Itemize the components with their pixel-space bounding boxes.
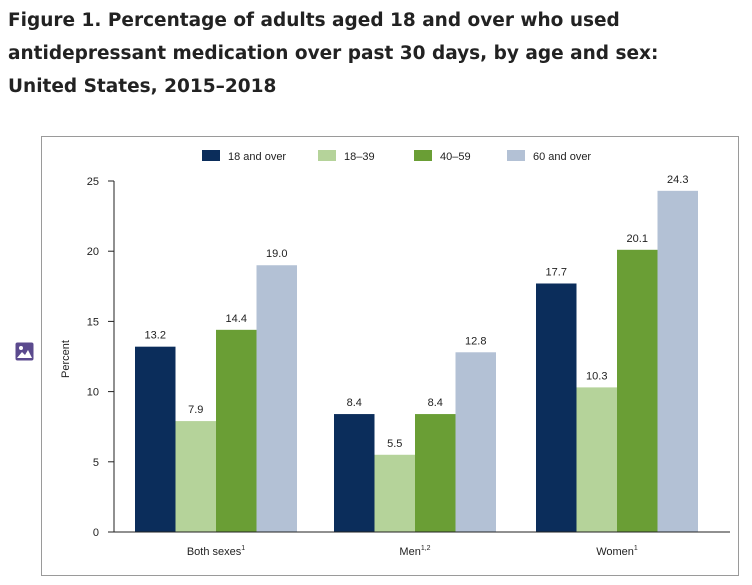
x-tick-label-both-sexes: Both sexes1 <box>187 545 245 558</box>
bar-value-label: 10.3 <box>586 370 607 382</box>
bar-both-sexes-18-39 <box>175 421 216 532</box>
bar-value-label: 12.8 <box>465 335 486 347</box>
y-tick-label: 25 <box>87 176 99 188</box>
legend-label-60-and-over: 60 and over <box>533 151 591 163</box>
figure-title: Figure 1. Percentage of adults aged 18 a… <box>8 4 743 103</box>
bar-value-label: 14.4 <box>226 313 247 325</box>
y-tick-label: 0 <box>93 527 99 539</box>
bars: 13.2 7.9 14.4 19.0 8.4 5.5 8.4 12.8 17.7 10.3 20.1… <box>135 174 698 532</box>
y-axis: 0 5 10 15 20 25 <box>87 176 115 539</box>
y-axis-label: Percent <box>60 340 72 378</box>
chart-legend: 18 and over 18–39 40–59 60 and over <box>202 150 591 163</box>
y-tick-label: 15 <box>87 316 99 328</box>
bar-value-label: 5.5 <box>387 438 402 450</box>
bar-value-label: 8.4 <box>428 397 443 409</box>
figure-title-line-1: Figure 1. Percentage of adults aged 18 a… <box>8 10 620 31</box>
figure-title-line-3: United States, 2015–2018 <box>8 76 277 97</box>
bar-value-label: 19.0 <box>266 248 287 260</box>
legend-label-18-and-over: 18 and over <box>228 151 286 163</box>
legend-swatch-18-and-over <box>202 150 220 161</box>
bar-value-label: 8.4 <box>347 397 362 409</box>
bar-value-label: 24.3 <box>667 174 688 186</box>
y-tick-label: 5 <box>93 457 99 469</box>
bar-both-sexes-18-and-over <box>135 346 176 532</box>
bar-both-sexes-60-and-over <box>256 265 297 532</box>
bar-both-sexes-40-59 <box>216 329 257 532</box>
bar-men-18-39 <box>374 454 415 532</box>
x-axis: Both sexes1 Men1,2 Women1 <box>114 531 730 558</box>
bar-men-18-and-over <box>334 414 375 532</box>
x-tick-label-women: Women1 <box>596 545 638 558</box>
bar-value-label: 13.2 <box>145 330 166 342</box>
chart-frame: 18 and over 18–39 40–59 60 and over 0 5 10 15 2… <box>41 136 739 576</box>
bar-women-40-59 <box>617 249 658 532</box>
figure-title-line-2: antidepressant medication over past 30 d… <box>8 43 659 64</box>
image-icon[interactable] <box>15 342 34 361</box>
bar-men-60-and-over <box>455 352 496 532</box>
bar-value-label: 17.7 <box>546 266 567 278</box>
legend-swatch-60-and-over <box>507 150 525 161</box>
legend-label-40-59: 40–59 <box>440 151 471 163</box>
x-tick-label-men: Men1,2 <box>399 545 430 558</box>
bar-men-40-59 <box>415 414 456 532</box>
bar-women-18-39 <box>576 387 617 532</box>
bar-value-label: 20.1 <box>627 233 648 245</box>
bar-value-label: 7.9 <box>188 404 203 416</box>
legend-swatch-40-59 <box>414 150 432 161</box>
legend-label-18-39: 18–39 <box>344 151 375 163</box>
y-tick-label: 20 <box>87 246 99 258</box>
legend-swatch-18-39 <box>318 150 336 161</box>
y-tick-label: 10 <box>87 387 99 399</box>
bar-chart: 18 and over 18–39 40–59 60 and over 0 5 10 15 2… <box>60 150 730 558</box>
bar-women-60-and-over <box>657 190 698 532</box>
bar-women-18-and-over <box>536 283 577 532</box>
